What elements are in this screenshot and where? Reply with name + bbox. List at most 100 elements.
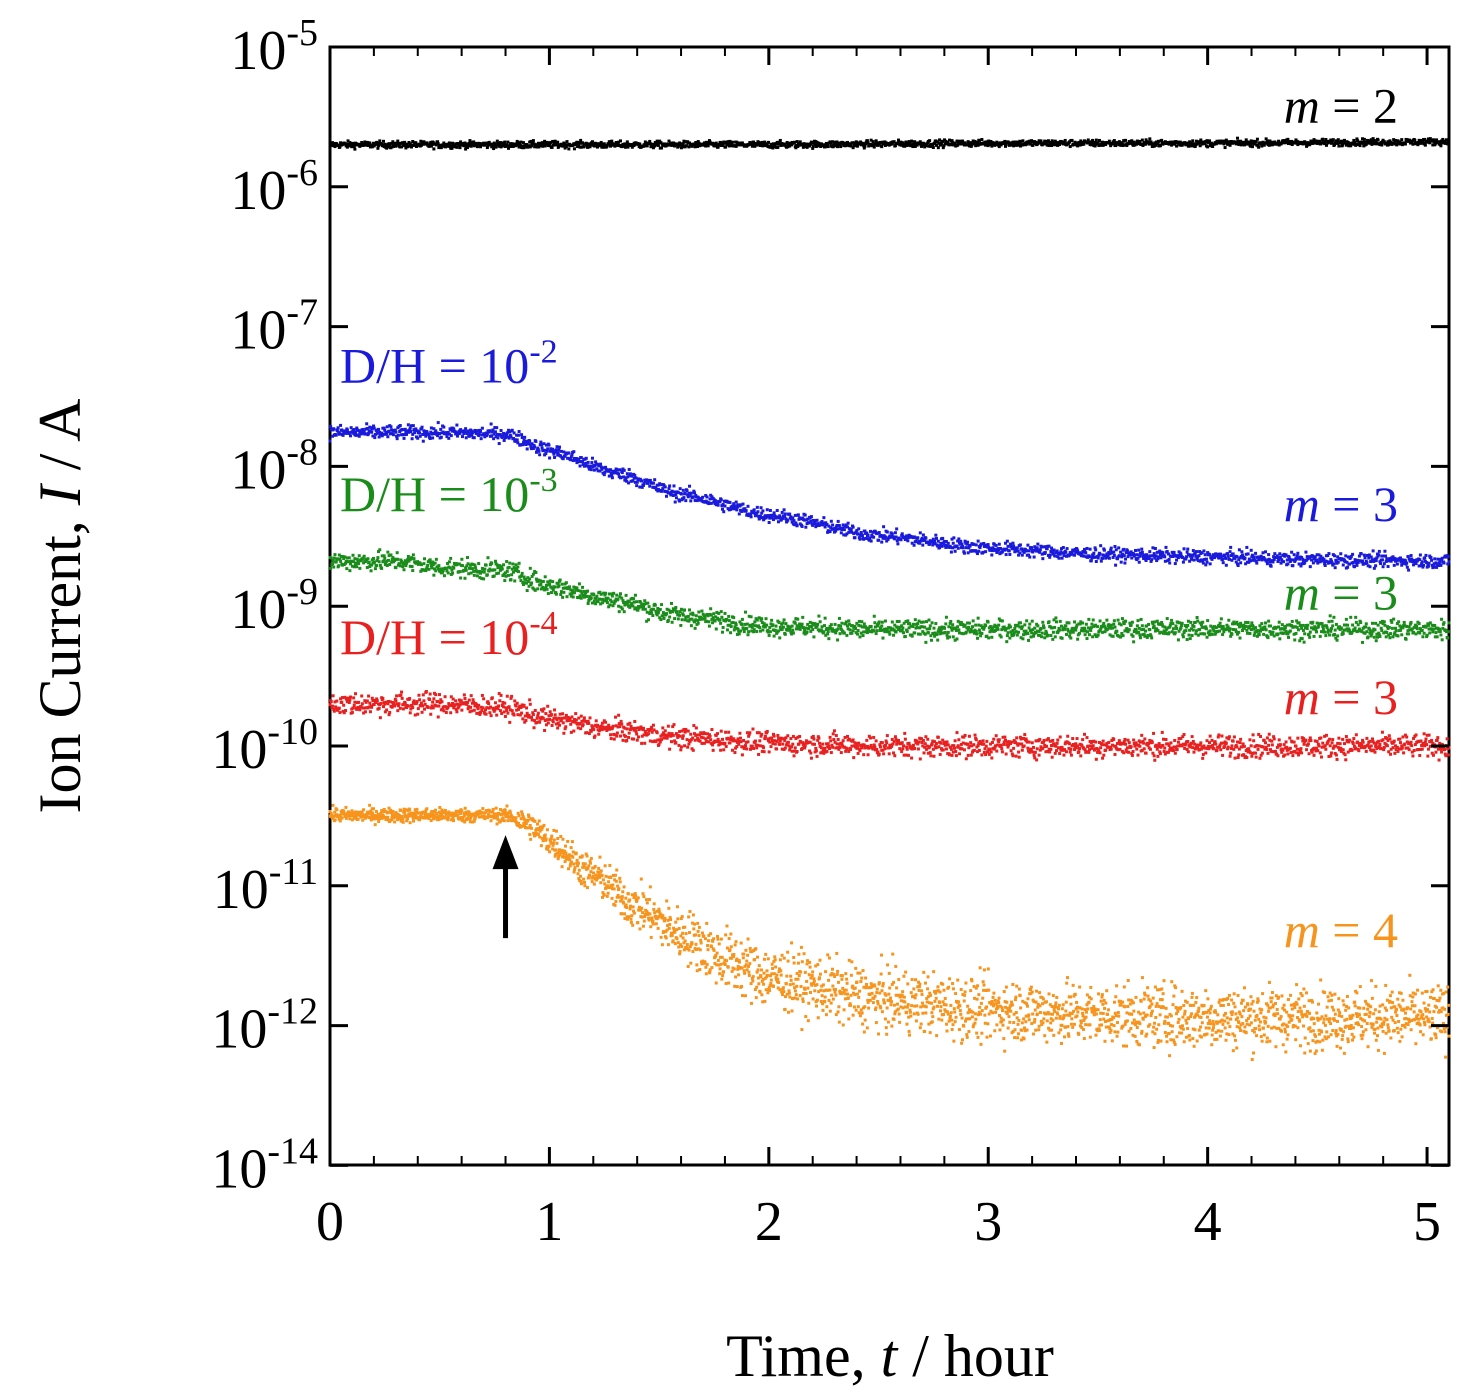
- data-point: [1091, 138, 1095, 142]
- data-point: [1244, 552, 1248, 556]
- data-point: [1181, 635, 1185, 639]
- data-point: [1267, 557, 1271, 561]
- data-point: [1116, 141, 1120, 145]
- data-point: [489, 422, 493, 426]
- data-point: [507, 436, 511, 440]
- data-point: [1036, 141, 1040, 145]
- data-point: [403, 433, 407, 437]
- data-point: [610, 594, 614, 598]
- data-point: [1089, 143, 1093, 147]
- data-point: [609, 598, 613, 602]
- data-point: [959, 623, 963, 627]
- data-point: [959, 539, 963, 543]
- data-point: [1147, 555, 1151, 559]
- data-point: [964, 546, 968, 550]
- data-point: [1120, 617, 1124, 621]
- data-point: [834, 631, 838, 635]
- data-point: [768, 508, 772, 512]
- data-point: [570, 591, 574, 595]
- data-point: [788, 144, 792, 148]
- data-point: [1094, 623, 1098, 627]
- data-point: [1135, 631, 1139, 635]
- data-point: [1041, 624, 1045, 628]
- data-point: [1147, 140, 1151, 144]
- data-point: [1145, 624, 1149, 628]
- data-point: [828, 529, 832, 533]
- data-point: [925, 144, 929, 148]
- data-point: [904, 140, 908, 144]
- data-point: [851, 146, 855, 150]
- data-point: [1076, 549, 1080, 553]
- data-point: [1192, 624, 1196, 628]
- data-point: [603, 593, 607, 597]
- data-point: [520, 574, 524, 578]
- data-point: [943, 631, 947, 635]
- data-point: [551, 447, 555, 451]
- data-point: [488, 567, 492, 571]
- data-point: [1031, 550, 1035, 554]
- series-2-points: [328, 548, 1451, 644]
- data-point: [1064, 624, 1068, 628]
- data-point: [836, 638, 840, 642]
- data-point: [1351, 552, 1355, 556]
- data-point: [377, 144, 381, 148]
- data-point: [762, 622, 766, 626]
- data-point: [1353, 140, 1357, 144]
- data-point: [1178, 554, 1182, 558]
- data-point: [1108, 633, 1112, 637]
- data-point: [1174, 624, 1178, 628]
- data-point: [520, 436, 524, 440]
- data-point: [1050, 549, 1054, 553]
- data-point: [950, 628, 954, 632]
- data-point: [1012, 142, 1016, 146]
- data-point: [1107, 623, 1111, 627]
- data-point: [1368, 565, 1372, 569]
- data-point: [1137, 548, 1141, 552]
- data-point: [427, 567, 431, 571]
- data-point: [673, 607, 677, 611]
- data-point: [748, 512, 752, 516]
- data-point: [411, 140, 415, 144]
- data-point: [1418, 558, 1422, 562]
- data-point: [956, 142, 960, 146]
- data-point: [1033, 626, 1037, 630]
- data-point: [603, 470, 607, 474]
- data-point: [556, 451, 560, 455]
- data-point: [1208, 553, 1212, 557]
- data-point: [485, 146, 489, 150]
- data-point: [997, 145, 1001, 149]
- data-point: [1275, 554, 1279, 558]
- data-point: [454, 432, 458, 436]
- data-point: [1142, 632, 1146, 636]
- data-point: [468, 566, 472, 570]
- data-point: [804, 525, 808, 529]
- data-point: [911, 142, 915, 146]
- data-point: [989, 140, 993, 144]
- data-point: [1252, 142, 1256, 146]
- data-point: [812, 635, 816, 639]
- data-point: [660, 146, 664, 150]
- data-point: [961, 632, 965, 636]
- data-point: [701, 495, 705, 499]
- data-point: [1115, 629, 1119, 633]
- data-point: [582, 464, 586, 468]
- data-point: [740, 622, 744, 626]
- data-point: [872, 629, 876, 633]
- data-point: [890, 620, 894, 624]
- data-point: [1179, 626, 1183, 630]
- data-point: [1153, 142, 1157, 146]
- data-point: [402, 436, 406, 440]
- data-point: [1381, 565, 1385, 569]
- data-point: [763, 140, 767, 144]
- data-point: [1134, 548, 1138, 552]
- data-point: [705, 495, 709, 499]
- data-point: [1185, 555, 1189, 559]
- data-point: [781, 621, 785, 625]
- data-point: [552, 452, 556, 456]
- data-point: [865, 531, 869, 535]
- data-point: [875, 531, 879, 535]
- data-point: [1006, 544, 1010, 548]
- data-point: [1109, 546, 1113, 550]
- data-point: [445, 569, 449, 573]
- data-point: [1152, 554, 1156, 558]
